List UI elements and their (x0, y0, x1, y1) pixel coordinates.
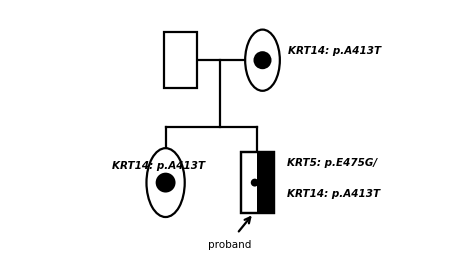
Text: KRT14: p.A413T: KRT14: p.A413T (288, 46, 381, 56)
Ellipse shape (146, 149, 185, 217)
Circle shape (155, 173, 175, 193)
Text: proband: proband (208, 239, 251, 249)
Circle shape (251, 179, 259, 187)
Ellipse shape (245, 30, 280, 91)
Text: KRT14: p.A413T: KRT14: p.A413T (287, 188, 380, 198)
Bar (164, 33, 198, 89)
Bar (241, 152, 274, 213)
Bar (257, 152, 274, 213)
Circle shape (254, 52, 272, 70)
Text: KRT14: p.A413T: KRT14: p.A413T (112, 160, 205, 170)
Text: KRT5: p.E475G/: KRT5: p.E475G/ (287, 157, 377, 168)
Bar (241, 152, 274, 213)
